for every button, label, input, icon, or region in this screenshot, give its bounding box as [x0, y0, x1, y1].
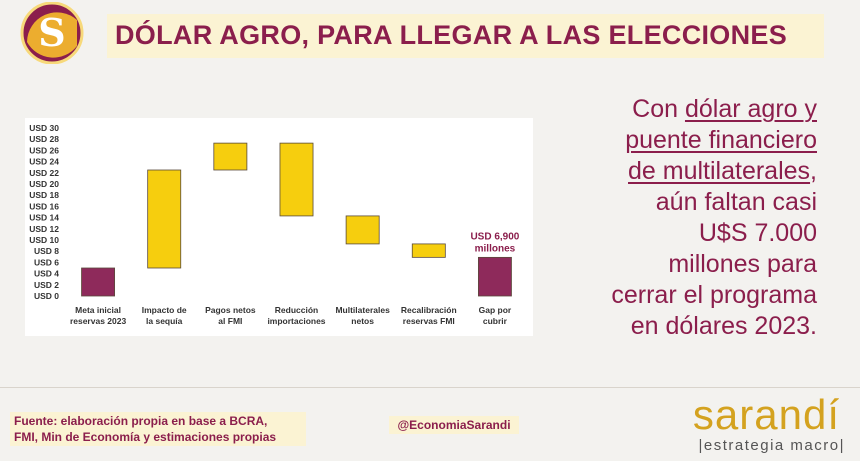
- sarandi-logo: S: [20, 2, 84, 64]
- y-tick-label: USD 6: [34, 257, 59, 267]
- y-tick-label: USD 4: [34, 269, 59, 279]
- y-tick-label: USD 10: [29, 235, 59, 245]
- x-tick-label: al FMI: [218, 316, 242, 326]
- y-tick-label: USD 12: [29, 224, 59, 234]
- step-bar: [279, 142, 314, 217]
- y-tick-label: USD 28: [29, 134, 59, 144]
- social-handle[interactable]: @EconomiaSarandi: [389, 416, 519, 434]
- message-line7: cerrar el programa: [611, 281, 817, 309]
- message-line5: U$S 7.000: [698, 219, 817, 247]
- step-bar: [147, 169, 182, 269]
- source-note: Fuente: elaboración propia en base a BCR…: [10, 412, 306, 446]
- x-tick-label: la sequía: [146, 316, 183, 326]
- message-line6: millones para: [668, 250, 817, 278]
- brand-wordmark: sarandí: [692, 391, 840, 438]
- page-title: DÓLAR AGRO, PARA LLEGAR A LAS ELECCIONES: [115, 20, 788, 50]
- y-tick-label: USD 20: [29, 179, 59, 189]
- y-tick-label: USD 22: [29, 168, 59, 178]
- x-tick-label: importaciones: [267, 316, 325, 326]
- message-line1-pre: Con: [632, 95, 685, 123]
- message-line8: en dólares 2023.: [630, 312, 817, 340]
- y-tick-label: USD 8: [34, 246, 59, 256]
- source-line2: FMI, Min de Economía y estimaciones prop…: [14, 430, 277, 444]
- y-tick-label: USD 30: [29, 123, 59, 133]
- footer-divider: [0, 387, 860, 388]
- y-tick-label: USD 16: [29, 201, 59, 211]
- message-block: Con dólar agro y puente financiero de mu…: [540, 94, 817, 342]
- y-tick-label: USD 14: [29, 213, 59, 223]
- x-tick-label: Multilaterales: [335, 305, 390, 315]
- waterfall-chart: USD 0 USD 2 USD 4 USD 6 USD 8 USD 10 USD 12 USD…: [25, 118, 533, 336]
- total-bar: [81, 267, 116, 297]
- message-line4: aún faltan casi: [655, 188, 817, 216]
- total-bar: [477, 256, 512, 297]
- step-bar: [213, 142, 248, 171]
- logo-letter: S: [38, 10, 65, 55]
- y-tick-label: USD 2: [34, 280, 59, 290]
- x-tick-label: Reducción: [275, 305, 318, 315]
- y-tick-label: USD 24: [29, 157, 59, 167]
- message-line3-underlined: de multilaterales: [628, 157, 811, 185]
- x-tick-label: reservas 2023: [70, 316, 127, 326]
- message-line3-post: ,: [810, 157, 817, 185]
- message-line1-underlined: dólar agro y: [684, 95, 817, 123]
- brand-tagline: |estrategia macro|: [698, 437, 845, 454]
- x-tick-label: cubrir: [483, 316, 508, 326]
- x-tick-label: reservas FMI: [403, 316, 455, 326]
- data-label: USD 6,900: [470, 231, 519, 242]
- y-tick-label: USD 26: [29, 145, 59, 155]
- x-tick-label: Pagos netos: [205, 305, 256, 315]
- source-line1: Fuente: elaboración propia en base a BCR…: [14, 414, 268, 428]
- y-tick-label: USD 0: [34, 291, 59, 301]
- x-tick-label: Impacto de: [142, 305, 187, 315]
- title-banner: [107, 14, 824, 58]
- message-line2-underlined: puente financiero: [625, 126, 817, 154]
- step-bar: [411, 243, 446, 258]
- x-tick-label: Meta inicial: [75, 305, 121, 315]
- x-tick-label: Recalibración: [401, 305, 457, 315]
- y-tick-label: USD 18: [29, 190, 59, 200]
- x-tick-label: netos: [351, 316, 374, 326]
- x-tick-label: Gap por: [479, 305, 512, 315]
- step-bar: [345, 215, 380, 245]
- data-label: millones: [475, 243, 516, 254]
